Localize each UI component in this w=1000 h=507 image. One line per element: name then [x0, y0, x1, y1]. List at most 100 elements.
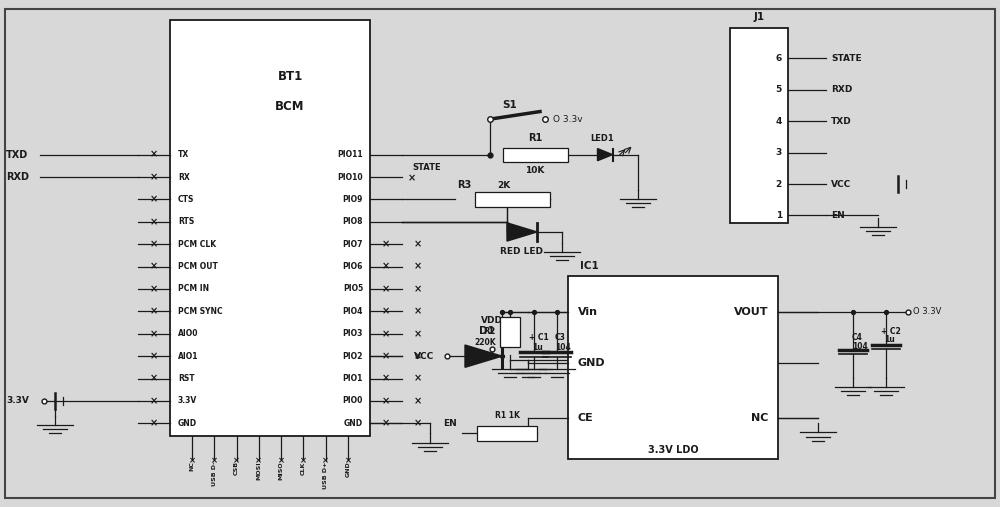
Text: NC: NC — [751, 413, 768, 423]
Text: ×: × — [150, 217, 158, 227]
Text: ×: × — [382, 262, 390, 272]
Text: PIO3: PIO3 — [343, 329, 363, 338]
Text: ×: × — [150, 194, 158, 204]
Text: TXD: TXD — [6, 150, 28, 160]
Text: ×: × — [150, 262, 158, 272]
Text: PCM IN: PCM IN — [178, 284, 209, 294]
Text: ×: × — [300, 456, 307, 465]
Text: VDD: VDD — [481, 316, 503, 325]
Text: 104: 104 — [852, 342, 868, 351]
Text: R3: R3 — [457, 180, 471, 190]
Text: ×: × — [150, 418, 158, 428]
Text: PIO6: PIO6 — [343, 262, 363, 271]
Text: 2K: 2K — [497, 180, 510, 190]
Text: ×: × — [150, 306, 158, 316]
Text: TXD: TXD — [831, 117, 852, 126]
Text: BCM: BCM — [275, 100, 305, 113]
Polygon shape — [465, 345, 502, 367]
Text: 1: 1 — [776, 211, 782, 220]
Text: 10K: 10K — [525, 166, 545, 175]
Bar — [500, 317, 520, 347]
Text: CE: CE — [578, 413, 594, 423]
Bar — [568, 276, 778, 459]
Text: ×: × — [414, 329, 422, 339]
Text: S1: S1 — [503, 100, 517, 110]
Text: ×: × — [414, 306, 422, 316]
Text: RST: RST — [178, 374, 195, 383]
Text: PIO1: PIO1 — [343, 374, 363, 383]
Text: RED LED: RED LED — [501, 247, 544, 256]
Text: 3.3V LDO: 3.3V LDO — [648, 445, 698, 455]
Text: VOUT: VOUT — [733, 307, 768, 317]
Text: ×: × — [150, 396, 158, 406]
Bar — [475, 192, 550, 206]
Text: 3: 3 — [776, 148, 782, 157]
Text: MOSI: MOSI — [256, 461, 261, 480]
Text: PIO8: PIO8 — [342, 218, 363, 226]
Text: USB D+: USB D+ — [323, 461, 328, 489]
Text: ×: × — [345, 456, 352, 465]
Text: ×: × — [278, 456, 285, 465]
Text: BT1: BT1 — [277, 69, 303, 83]
Text: IC1: IC1 — [580, 261, 599, 271]
Text: 1u: 1u — [532, 343, 543, 352]
Text: R1 1K: R1 1K — [495, 411, 519, 420]
Text: ×: × — [382, 351, 390, 361]
Text: 3.3V: 3.3V — [178, 396, 197, 406]
Text: ×: × — [414, 396, 422, 406]
Text: + C1: + C1 — [529, 333, 549, 342]
Text: GND: GND — [344, 419, 363, 428]
Text: MISO: MISO — [279, 461, 284, 480]
Text: PIO9: PIO9 — [343, 195, 363, 204]
Text: RX: RX — [178, 172, 190, 182]
Text: ×: × — [414, 262, 422, 272]
Text: ×: × — [382, 396, 390, 406]
Text: PCM OUT: PCM OUT — [178, 262, 218, 271]
Text: ×: × — [414, 418, 422, 428]
Text: AIO0: AIO0 — [178, 329, 199, 338]
Text: ×: × — [150, 239, 158, 249]
Text: ×: × — [408, 173, 416, 183]
Text: ×: × — [382, 418, 390, 428]
Text: CTS: CTS — [178, 195, 194, 204]
Text: 220K: 220K — [474, 338, 496, 347]
Text: RXD: RXD — [6, 172, 29, 182]
Bar — [477, 426, 537, 441]
Text: STATE: STATE — [412, 163, 441, 172]
Text: ×: × — [188, 456, 196, 465]
Text: C4: C4 — [852, 333, 863, 342]
Text: + C2: + C2 — [881, 327, 901, 336]
Text: ×: × — [150, 351, 158, 361]
Text: D1: D1 — [479, 326, 495, 336]
Text: ×: × — [150, 329, 158, 339]
Bar — [503, 148, 568, 162]
Text: PIO0: PIO0 — [343, 396, 363, 406]
Text: ×: × — [150, 284, 158, 294]
Text: EN: EN — [831, 211, 845, 220]
Text: C3: C3 — [555, 333, 566, 342]
Text: ×: × — [414, 374, 422, 384]
Polygon shape — [507, 223, 537, 241]
Text: ×: × — [211, 456, 218, 465]
Text: CLK: CLK — [301, 461, 306, 475]
Text: EN: EN — [443, 419, 457, 428]
Text: ×: × — [414, 284, 422, 294]
Text: GND: GND — [578, 357, 606, 368]
Text: ×: × — [414, 351, 422, 361]
Text: PCM SYNC: PCM SYNC — [178, 307, 223, 316]
Text: PIO2: PIO2 — [343, 352, 363, 360]
Text: Vin: Vin — [578, 307, 598, 317]
Polygon shape — [598, 149, 612, 161]
Text: VCC: VCC — [831, 179, 851, 189]
Text: O 3.3v: O 3.3v — [553, 115, 583, 124]
Text: PIO4: PIO4 — [343, 307, 363, 316]
Text: 6: 6 — [776, 54, 782, 63]
Text: PIO7: PIO7 — [342, 240, 363, 249]
Text: STATE: STATE — [831, 54, 862, 63]
Text: 5: 5 — [776, 85, 782, 94]
Text: PIO5: PIO5 — [343, 284, 363, 294]
Text: R2: R2 — [484, 327, 496, 336]
Bar — [730, 28, 788, 223]
Text: ×: × — [382, 329, 390, 339]
Text: ×: × — [150, 150, 158, 160]
